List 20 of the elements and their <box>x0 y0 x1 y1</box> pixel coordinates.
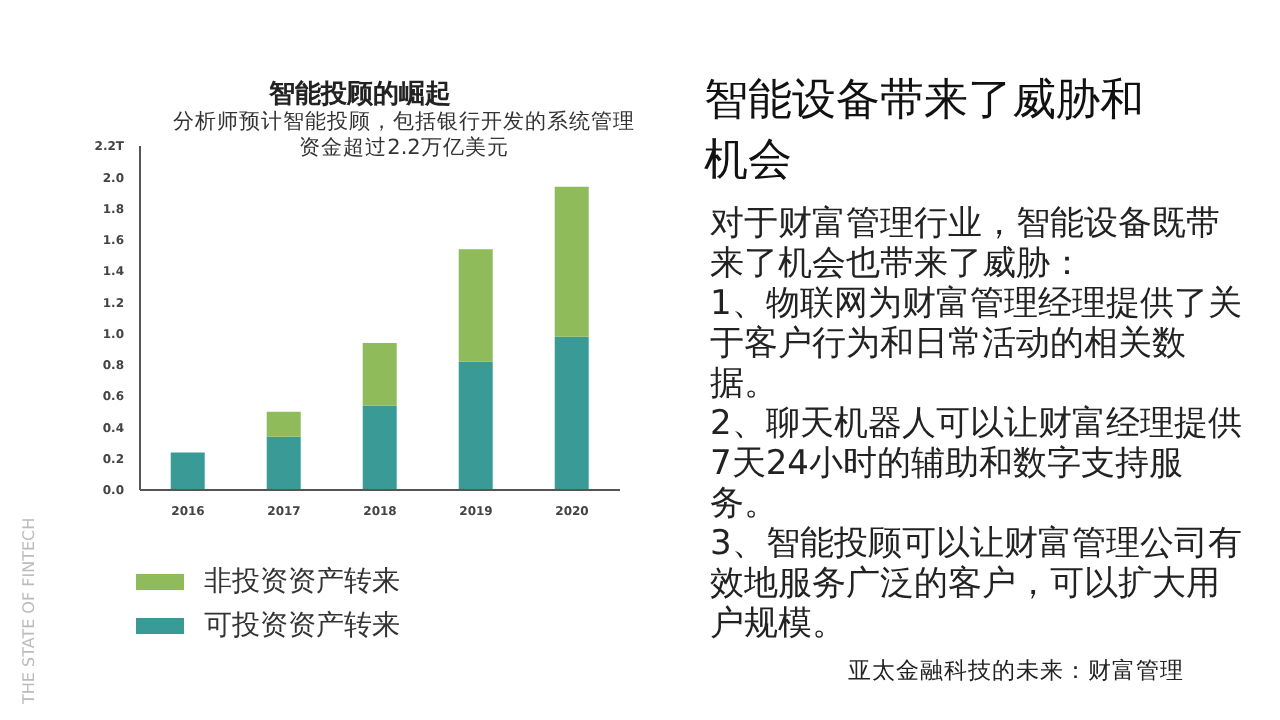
bar <box>554 186 589 337</box>
text: 1、物联网为财富管理经理提供了关于客户行为和日常活动的相关数据。 <box>710 284 1242 404</box>
legend-label: 可投资资产转来 <box>204 608 400 644</box>
text: 3、智能投顾可以让财富管理公司有效地服务广泛的客户，可以扩大用户规模。 <box>710 524 1242 644</box>
bar <box>554 336 589 490</box>
text: 2、聊天机器人可以让财富经理提供7天24小时的辅助和数字支持服务。 <box>710 404 1242 524</box>
bar <box>362 343 397 406</box>
chart-subtitle: 分析师预计智能投顾，包括银行开发的系统管理资金超过2.2万亿美元 <box>171 110 637 162</box>
bar <box>266 411 301 437</box>
legend-label: 非投资资产转来 <box>204 564 400 600</box>
text: THE STATE OF FINTECH <box>20 517 38 704</box>
text: 对于财富管理行业，智能设备既带来了机会也带来了威胁： <box>710 204 1222 284</box>
bar <box>362 405 397 490</box>
text: 智能设备带来了威胁和机会 <box>704 74 1146 190</box>
bar <box>266 436 301 490</box>
bar <box>458 361 493 490</box>
bar <box>458 249 493 362</box>
text: 亚太金融科技的未来：财富管理 <box>848 656 1184 686</box>
bar <box>170 452 205 490</box>
chart-title: 智能投顾的崛起 <box>267 78 453 110</box>
